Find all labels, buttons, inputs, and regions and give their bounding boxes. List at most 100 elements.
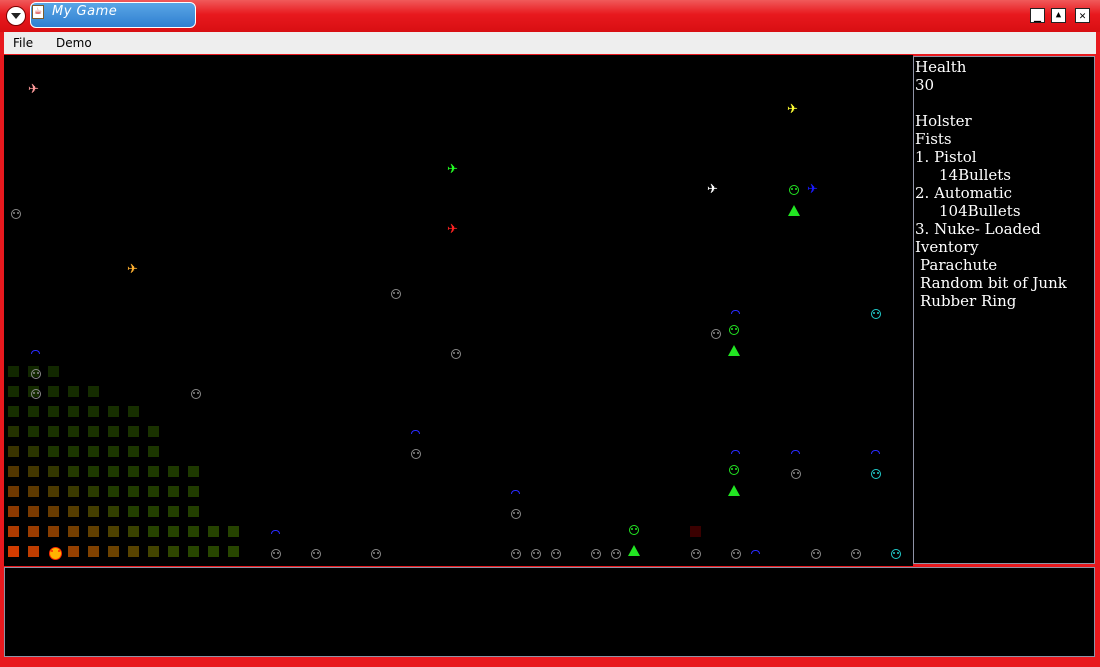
terrain-tile <box>8 506 19 517</box>
green-smiley-icon <box>729 465 739 475</box>
terrain-tile <box>148 486 159 497</box>
minimize-button[interactable]: _ <box>1030 8 1045 23</box>
terrain-tile <box>88 426 99 437</box>
terrain-tile <box>48 526 59 537</box>
terrain-tile <box>48 406 59 417</box>
terrain-tile <box>188 526 199 537</box>
terrain-tile <box>8 546 19 557</box>
terrain-tile <box>228 526 239 537</box>
weapon-pistol: 1. Pistol <box>915 148 977 166</box>
terrain-tile <box>128 486 139 497</box>
grey-smiley-icon <box>411 449 421 459</box>
java-icon: ☕ <box>32 5 44 19</box>
airplane-icon: ✈ <box>28 82 39 97</box>
grey-smiley-icon <box>11 209 21 219</box>
parachute-icon <box>731 310 740 314</box>
terrain-tile <box>28 426 39 437</box>
menu-demo[interactable]: Demo <box>56 36 92 50</box>
green-triangle-icon <box>628 545 640 556</box>
terrain-tile <box>68 466 79 477</box>
inventory-label: Iventory <box>915 238 979 256</box>
parachute-icon <box>751 550 760 554</box>
message-console <box>4 567 1095 657</box>
inventory-item: Rubber Ring <box>920 292 1017 310</box>
pistol-ammo: 14Bullets <box>939 166 1011 184</box>
terrain-tile <box>128 506 139 517</box>
terrain-tile <box>148 506 159 517</box>
window-menu-icon[interactable] <box>6 6 26 26</box>
grey-smiley-icon <box>311 549 321 559</box>
terrain-tile <box>88 506 99 517</box>
inventory-item: Parachute <box>920 256 998 274</box>
terrain-tile <box>28 506 39 517</box>
grey-smiley-icon <box>551 549 561 559</box>
terrain-tile <box>48 426 59 437</box>
terrain-tile <box>148 526 159 537</box>
terrain-tile <box>8 426 19 437</box>
grey-smiley-icon <box>791 469 801 479</box>
terrain-tile <box>108 506 119 517</box>
terrain-tile <box>68 526 79 537</box>
terrain-tile <box>88 526 99 537</box>
orange-frown-icon <box>49 547 62 560</box>
terrain-tile <box>188 466 199 477</box>
terrain-tile <box>68 426 79 437</box>
terrain-tile <box>188 486 199 497</box>
terrain-tile <box>48 486 59 497</box>
terrain-tile <box>68 546 79 557</box>
grey-smiley-icon <box>591 549 601 559</box>
terrain-tile <box>228 546 239 557</box>
green-triangle-icon <box>788 205 800 216</box>
cyan-smiley-icon <box>891 549 901 559</box>
green-triangle-icon <box>728 485 740 496</box>
cyan-smiley-icon <box>871 309 881 319</box>
terrain-tile <box>68 386 79 397</box>
terrain-tile <box>128 466 139 477</box>
close-button[interactable]: ✕ <box>1075 8 1090 23</box>
terrain-tile <box>28 446 39 457</box>
grey-smiley-icon <box>691 549 701 559</box>
terrain-tile <box>208 546 219 557</box>
weapon-nuke: 3. Nuke- Loaded <box>915 220 1041 238</box>
terrain-tile <box>48 366 59 377</box>
terrain-tile <box>8 366 19 377</box>
airplane-icon: ✈ <box>447 222 458 237</box>
title-tab[interactable] <box>30 2 196 28</box>
terrain-tile <box>8 526 19 537</box>
terrain-tile <box>8 406 19 417</box>
terrain-tile <box>88 466 99 477</box>
terrain-tile <box>8 486 19 497</box>
grey-smiley-icon <box>31 369 41 379</box>
terrain-tile <box>168 526 179 537</box>
grey-smiley-icon <box>511 509 521 519</box>
terrain-tile <box>108 446 119 457</box>
terrain-tile <box>48 446 59 457</box>
terrain-tile <box>108 526 119 537</box>
terrain-tile <box>28 526 39 537</box>
terrain-tile <box>8 446 19 457</box>
grey-smiley-icon <box>271 549 281 559</box>
maximize-button[interactable]: ▲ <box>1051 8 1066 23</box>
inventory-item: Random bit of Junk <box>920 274 1067 292</box>
terrain-tile <box>128 546 139 557</box>
terrain-tile <box>188 506 199 517</box>
terrain-tile <box>48 466 59 477</box>
menu-file[interactable]: File <box>13 36 34 50</box>
terrain-tile <box>148 546 159 557</box>
terrain-tile <box>68 506 79 517</box>
green-smiley-icon <box>629 525 639 535</box>
green-smiley-icon <box>729 325 739 335</box>
terrain-tile <box>48 506 59 517</box>
grey-smiley-icon <box>851 549 861 559</box>
terrain-tile <box>108 546 119 557</box>
airplane-icon: ✈ <box>127 262 138 277</box>
airplane-icon: ✈ <box>807 182 818 197</box>
game-canvas[interactable]: ✈ ✈ ✈ ✈ ✈ ✈ ✈ <box>4 55 913 566</box>
terrain-tile <box>28 406 39 417</box>
health-value: 30 <box>915 76 935 94</box>
parachute-icon <box>411 430 420 434</box>
weapon-fists: Fists <box>915 130 952 148</box>
terrain-tile <box>168 486 179 497</box>
parachute-icon <box>511 490 520 494</box>
airplane-icon: ✈ <box>787 102 798 117</box>
